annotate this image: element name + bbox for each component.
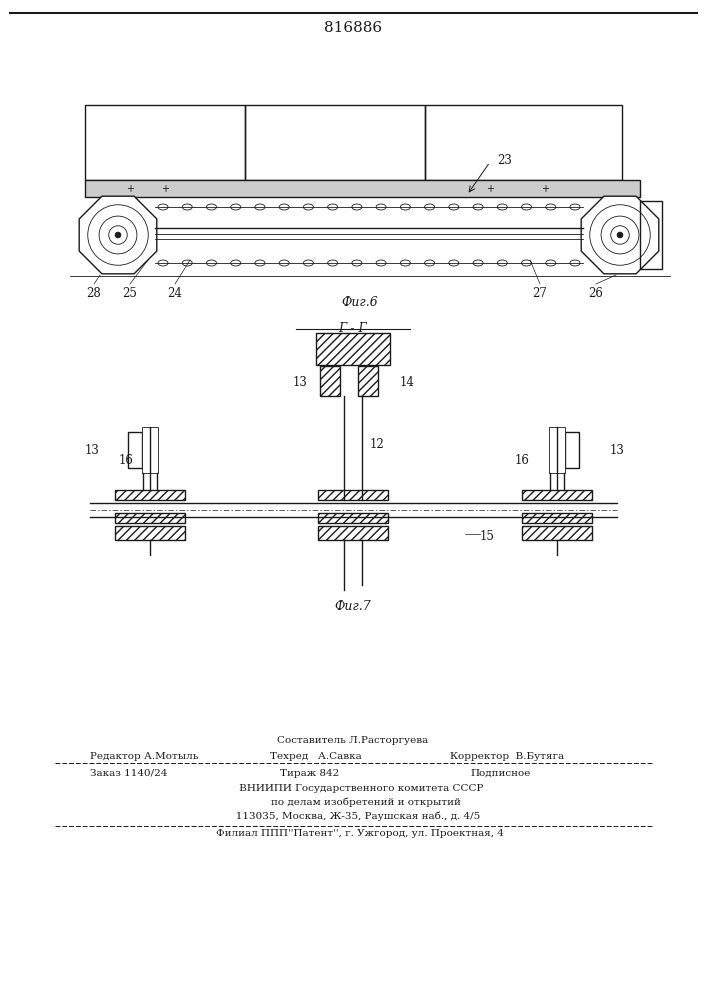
Text: 25: 25 [122, 287, 137, 300]
Bar [115, 526, 185, 540]
Text: 15: 15 [480, 530, 495, 544]
Text: 24: 24 [168, 287, 182, 300]
Bar [320, 366, 340, 396]
Bar [549, 427, 565, 473]
Text: +: + [126, 184, 134, 194]
Text: 113035, Москва, Ж-35, Раушская наб., д. 4/5: 113035, Москва, Ж-35, Раушская наб., д. … [226, 812, 480, 821]
Text: +: + [161, 184, 169, 194]
Bar [522, 526, 592, 540]
Text: 23: 23 [497, 153, 512, 166]
Bar [522, 513, 592, 523]
Text: 13: 13 [610, 444, 625, 456]
Bar [522, 490, 592, 500]
Text: Заказ 1140/24: Заказ 1140/24 [90, 769, 168, 778]
Bar [318, 513, 388, 523]
Bar [142, 427, 158, 473]
Circle shape [115, 232, 121, 238]
Text: 13: 13 [85, 444, 100, 456]
Text: Фиг.6: Фиг.6 [341, 296, 378, 309]
Text: 816886: 816886 [324, 21, 382, 35]
Polygon shape [581, 196, 659, 274]
Bar [85, 180, 640, 197]
Text: 12: 12 [370, 438, 385, 452]
Text: 27: 27 [532, 287, 547, 300]
Bar [318, 526, 388, 540]
Bar [318, 490, 388, 500]
Text: Редактор А.Мотыль: Редактор А.Мотыль [90, 752, 199, 761]
Text: ВНИИПИ Государственного комитета СССР: ВНИИПИ Государственного комитета СССР [223, 784, 483, 793]
Bar [425, 105, 622, 180]
Text: +: + [541, 184, 549, 194]
Bar [115, 490, 185, 500]
Circle shape [617, 232, 623, 238]
Bar [316, 333, 390, 365]
Text: Г - Г: Г - Г [339, 322, 368, 335]
Bar [245, 105, 425, 180]
Text: Тираж 842: Тираж 842 [280, 769, 339, 778]
Text: 16: 16 [118, 454, 133, 466]
Text: 14: 14 [400, 376, 415, 389]
Bar [358, 366, 378, 396]
Text: 26: 26 [588, 287, 604, 300]
Text: 13: 13 [293, 376, 308, 389]
Bar [115, 513, 185, 523]
Text: 16: 16 [515, 454, 530, 466]
Text: Филиал ППП''Патент'', г. Ужгород, ул. Проектная, 4: Филиал ППП''Патент'', г. Ужгород, ул. Пр… [203, 829, 503, 838]
Text: Фиг.7: Фиг.7 [334, 600, 371, 613]
Text: Техред   А.Савка: Техред А.Савка [270, 752, 362, 761]
Bar [128, 432, 142, 468]
Text: +: + [486, 184, 494, 194]
Bar [85, 105, 245, 180]
Text: Подписное: Подписное [470, 769, 530, 778]
Text: Корректор  В.Бутяга: Корректор В.Бутяга [450, 752, 564, 761]
Bar [565, 432, 579, 468]
Bar [640, 201, 662, 269]
Polygon shape [79, 196, 157, 274]
Text: Составитель Л.Расторгуева: Составитель Л.Расторгуева [277, 736, 428, 745]
Text: 28: 28 [87, 287, 101, 300]
Text: по делам изобретений и открытий: по делам изобретений и открытий [245, 798, 461, 807]
